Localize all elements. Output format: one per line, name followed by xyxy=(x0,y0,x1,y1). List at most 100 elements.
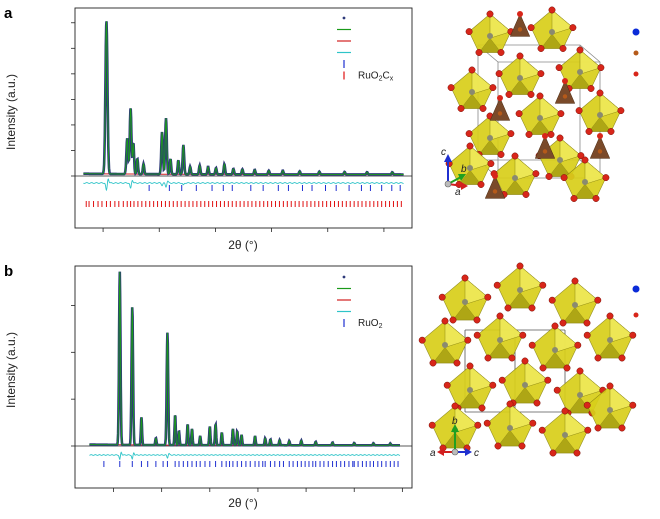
legend-b: RuO2 xyxy=(337,275,383,330)
o-atom xyxy=(497,95,503,101)
ruo6-octahedron-b-shade xyxy=(552,436,578,454)
observed-series xyxy=(89,271,400,447)
ruo6-octahedron-a-shade xyxy=(588,116,612,132)
o-atom xyxy=(569,24,577,32)
o-atom xyxy=(602,174,610,182)
o-atom xyxy=(497,151,505,158)
o-atom xyxy=(522,191,530,198)
ruo6-octahedron-a-face xyxy=(489,13,512,39)
o-atom xyxy=(606,382,614,390)
legend-swatch-observed xyxy=(342,275,346,279)
o-atom xyxy=(573,449,581,457)
octahedra-a xyxy=(445,6,625,202)
ruo6-octahedron-b-shade xyxy=(512,386,538,404)
o-atom xyxy=(548,296,556,304)
o-atom xyxy=(449,316,457,324)
o-atom xyxy=(466,142,474,150)
o-atom xyxy=(466,362,474,370)
ru-atom xyxy=(467,387,473,393)
o-atom xyxy=(479,105,487,112)
ruo6-octahedron-a-face xyxy=(551,9,574,35)
o-atom xyxy=(574,341,582,349)
ru-atom xyxy=(507,425,513,431)
a-axis-arrowhead xyxy=(461,182,468,190)
ruo6-octahedron-a-face xyxy=(469,145,492,171)
o-atom xyxy=(583,331,591,339)
o-atom xyxy=(495,70,503,78)
o-atom xyxy=(562,78,568,84)
panel-label-b: b xyxy=(4,263,13,280)
ruo6-octahedron-b-face xyxy=(524,360,549,388)
calculated-series xyxy=(83,21,404,175)
ruo6-octahedron-b-face xyxy=(519,265,544,293)
o-atom xyxy=(477,181,485,188)
ruo6-octahedron-b-face xyxy=(609,315,634,343)
o-atom xyxy=(596,89,604,97)
o-atom xyxy=(594,296,602,304)
c-polyhedron xyxy=(509,13,531,37)
o-atom xyxy=(618,424,626,432)
o-atom xyxy=(519,331,527,339)
o-atom xyxy=(594,354,602,362)
ruo6-octahedron-b-face xyxy=(499,315,524,343)
ru-atom xyxy=(487,33,493,39)
ru-atom xyxy=(467,165,473,171)
ru-atom xyxy=(512,175,518,181)
o-atom xyxy=(443,381,451,389)
o-atom xyxy=(559,319,567,327)
ru-atom xyxy=(522,382,528,388)
ruo6-octahedron-b-shade xyxy=(432,346,458,364)
o-atom xyxy=(438,293,446,301)
atom-legend-o-marker xyxy=(633,312,639,318)
ruo6-octahedron-a-face xyxy=(514,155,537,181)
atom-legend-ru-marker xyxy=(632,28,640,36)
o-atom xyxy=(537,45,545,52)
o-atom xyxy=(607,128,615,135)
ru-atom xyxy=(537,115,543,121)
ru-atom xyxy=(517,287,523,293)
ruo6-octahedron-b-face xyxy=(579,370,604,398)
ruo6-octahedron-a-shade xyxy=(548,161,572,177)
o-atom xyxy=(539,281,547,289)
ruo6-octahedron-b-face xyxy=(509,403,534,431)
c-polyhedron xyxy=(534,135,556,159)
o-atom xyxy=(548,6,556,14)
panel-a: a 2θ (°) Intensity (a.u.) RuO2Cx xyxy=(4,5,413,252)
legend-a: RuO2Cx xyxy=(337,16,394,83)
difference-curve xyxy=(83,178,404,192)
o-atom xyxy=(563,364,571,372)
ruo6-octahedron-b-face xyxy=(469,365,494,393)
ruo6-octahedron-b-face xyxy=(609,385,634,413)
o-atom xyxy=(576,46,584,54)
o-atom xyxy=(542,133,548,139)
ru-atom xyxy=(442,342,448,348)
ru-atom xyxy=(577,69,583,75)
o-atom xyxy=(583,319,591,327)
o-atom xyxy=(549,449,557,457)
o-atom xyxy=(532,170,540,178)
axis-origin-b xyxy=(451,448,459,456)
o-atom xyxy=(555,64,563,72)
chart-a xyxy=(71,7,413,232)
o-atom xyxy=(617,107,625,115)
ruo6-octahedron-a-shade xyxy=(528,119,552,135)
ruo6-octahedron-a-shade xyxy=(568,73,592,89)
ruo6-octahedron-a-face xyxy=(471,69,494,95)
o-atom xyxy=(489,381,497,389)
o-atom xyxy=(474,421,482,429)
o-atom xyxy=(583,401,591,409)
o-atom xyxy=(518,442,526,450)
o-atom xyxy=(494,442,502,450)
o-atom xyxy=(606,312,614,320)
o-atom xyxy=(496,312,504,320)
c-atom xyxy=(597,149,603,154)
o-atom xyxy=(629,401,637,409)
axis-triad-b: b a c xyxy=(430,416,479,459)
y-axis-title-a: Intensity (a.u.) xyxy=(4,74,18,150)
ruo6-octahedron-b-face xyxy=(464,277,489,305)
c-atom xyxy=(517,27,523,32)
ruo6-octahedron-b-shade xyxy=(452,303,478,321)
panel-b: b 2θ (°) Intensity (a.u.) RuO2 xyxy=(4,263,413,510)
ru-atom xyxy=(597,112,603,118)
o-atom xyxy=(429,359,437,367)
